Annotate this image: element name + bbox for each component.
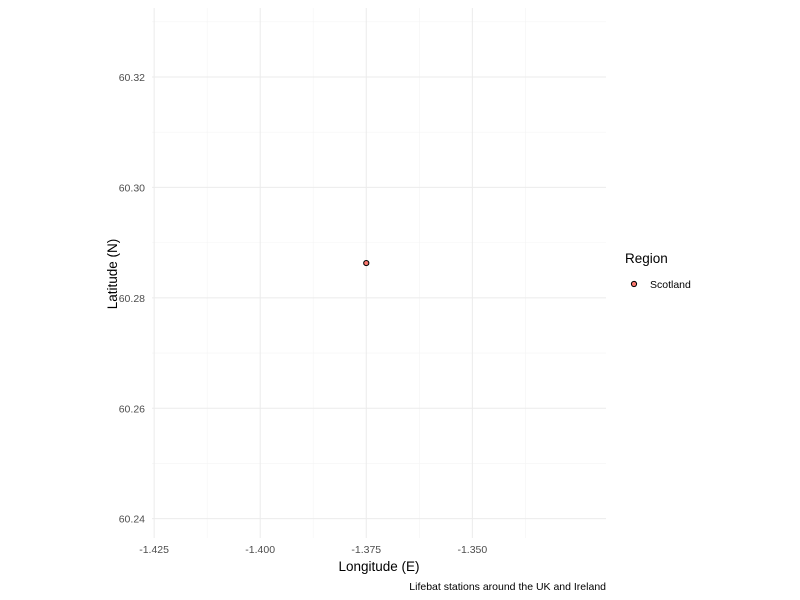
y-tick-label: 60.30: [119, 182, 145, 194]
x-tick-label: -1.375: [351, 544, 381, 556]
legend-title: Region: [625, 251, 668, 266]
legend-label: Scotland: [650, 279, 691, 291]
y-axis-title: Latitude (N): [105, 239, 120, 310]
y-tick-label: 60.24: [119, 514, 145, 526]
legend: Region Scotland: [625, 251, 691, 291]
data-point[interactable]: [363, 259, 370, 267]
y-axis-ticks: 60.24 60.26 60.28 60.30 60.32: [119, 72, 145, 526]
legend-key: [630, 280, 638, 288]
chart-caption: Lifebat stations around the UK and Irela…: [409, 581, 606, 593]
x-tick-label: -1.350: [457, 544, 487, 556]
x-axis-title: Longitude (E): [338, 559, 419, 574]
y-tick-label: 60.32: [119, 72, 145, 84]
x-tick-label: -1.400: [245, 544, 275, 556]
y-tick-label: 60.28: [119, 293, 145, 305]
legend-entries: Scotland: [630, 279, 691, 291]
y-tick-label: 60.26: [119, 403, 145, 415]
x-tick-label: -1.425: [139, 544, 169, 556]
x-axis-ticks: -1.425 -1.400 -1.375 -1.350: [139, 544, 487, 556]
grid-layer: [152, 8, 606, 538]
points-layer: [363, 259, 370, 267]
